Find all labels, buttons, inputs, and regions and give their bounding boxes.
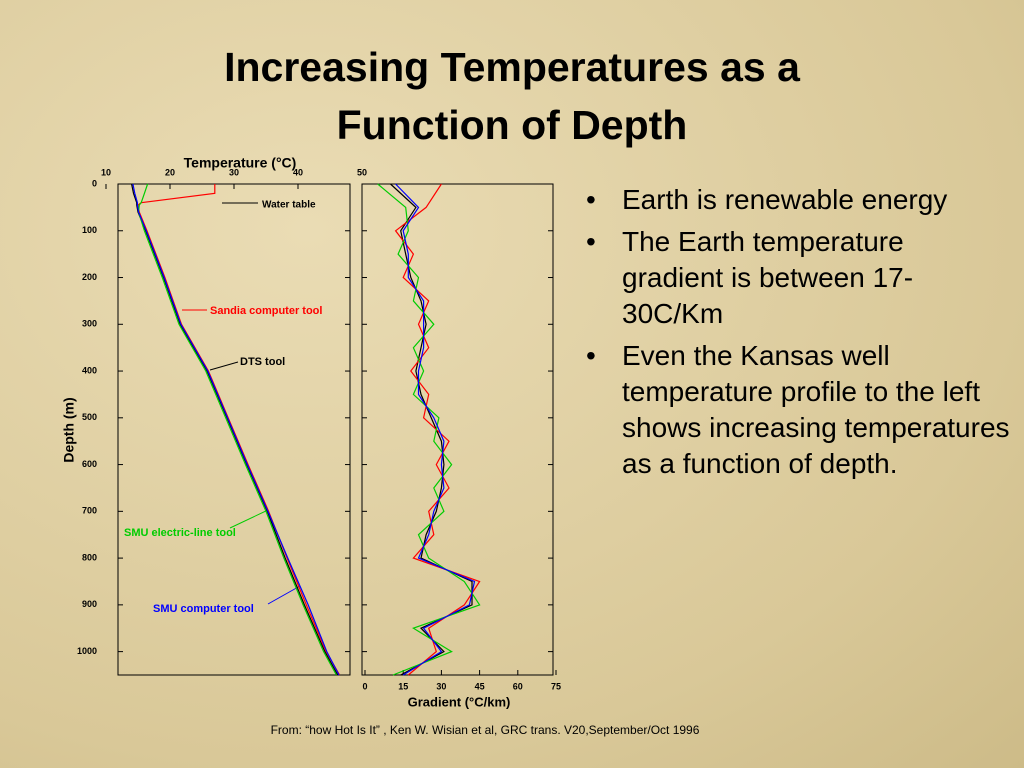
legend-label: DTS tool bbox=[240, 356, 285, 368]
bullet: The Earth temperature gradient is betwee… bbox=[586, 224, 1012, 332]
plot-frame bbox=[361, 183, 554, 676]
y-tick-label: 900 bbox=[82, 599, 97, 609]
plot-frame bbox=[117, 183, 351, 676]
y-tick-label: 1000 bbox=[77, 646, 97, 656]
leader-line bbox=[267, 585, 301, 605]
x-axis-title: Temperature (°C) bbox=[184, 155, 297, 171]
y-tick-label: 800 bbox=[82, 552, 97, 562]
x-tick-label: 20 bbox=[165, 167, 175, 177]
y-tick-label: 700 bbox=[82, 506, 97, 516]
bullet-list: Earth is renewable energy The Earth temp… bbox=[578, 182, 1012, 488]
x-tick-label: 15 bbox=[398, 681, 408, 691]
x-tick-label: 45 bbox=[475, 681, 485, 691]
x-tick-label: 75 bbox=[551, 681, 561, 691]
legend-label: SMU electric-line tool bbox=[124, 527, 236, 539]
title-line: Function of Depth bbox=[337, 102, 688, 148]
data-line bbox=[132, 183, 340, 676]
legend-label: SMU computer tool bbox=[153, 603, 254, 615]
x-tick-label: 60 bbox=[513, 681, 523, 691]
y-axis-title: Depth (m) bbox=[61, 397, 77, 462]
y-tick-label: 600 bbox=[82, 459, 97, 469]
bullet: Earth is renewable energy bbox=[586, 182, 1012, 218]
x-tick-label: 50 bbox=[357, 167, 367, 177]
data-line bbox=[395, 183, 476, 676]
title-line: Increasing Temperatures as a bbox=[224, 44, 801, 90]
bullet: Even the Kansas well temperature profile… bbox=[586, 338, 1012, 482]
y-tick-label: 100 bbox=[82, 225, 97, 235]
x-tick-label: 30 bbox=[229, 167, 239, 177]
data-line bbox=[137, 184, 341, 676]
x-tick-label: 0 bbox=[362, 681, 367, 691]
data-line bbox=[377, 183, 481, 676]
x-tick-label: 40 bbox=[293, 167, 303, 177]
data-line bbox=[137, 183, 337, 676]
x-axis-title: Gradient (°C/km) bbox=[408, 694, 511, 709]
x-tick-label: 30 bbox=[436, 681, 446, 691]
x-tick-label: 10 bbox=[101, 167, 111, 177]
y-tick-label: 400 bbox=[82, 365, 97, 375]
leader-line bbox=[209, 361, 239, 371]
leader-line bbox=[229, 509, 269, 529]
data-line bbox=[131, 183, 339, 676]
y-tick-label: 500 bbox=[82, 412, 97, 422]
y-tick-label: 0 bbox=[92, 178, 97, 188]
y-tick-label: 200 bbox=[82, 272, 97, 282]
y-tick-label: 300 bbox=[82, 319, 97, 329]
source: From: “how Hot Is It” , Ken W. Wisian et… bbox=[271, 723, 700, 737]
legend-label: Sandia computer tool bbox=[210, 305, 322, 317]
annotation: Water table bbox=[262, 200, 316, 211]
data-line bbox=[390, 183, 473, 676]
